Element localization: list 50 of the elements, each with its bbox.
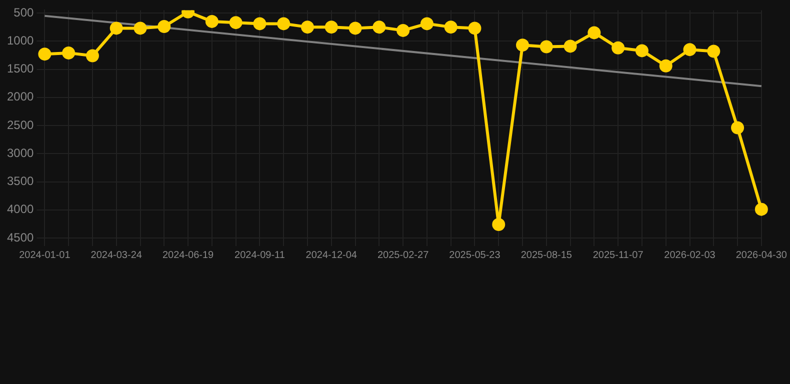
point <box>468 22 482 35</box>
point <box>564 40 577 53</box>
y-tick-label: 2500 <box>6 118 34 132</box>
y-tick-label: 2000 <box>6 90 34 104</box>
point <box>229 16 242 30</box>
y-tick-label: 4000 <box>6 202 34 216</box>
point <box>300 20 314 34</box>
point <box>612 41 625 54</box>
point <box>372 20 386 34</box>
point <box>324 20 338 34</box>
point <box>707 44 720 58</box>
point <box>444 20 458 34</box>
point <box>635 44 648 58</box>
x-tick-label: 2024-12-04 <box>306 250 358 261</box>
point <box>540 40 553 54</box>
y-tick-label: 3500 <box>6 174 34 188</box>
y-tick-label: 1500 <box>6 62 34 76</box>
x-tick-label: 2024-06-19 <box>162 250 214 261</box>
point <box>38 48 52 61</box>
y-tick-label: 3000 <box>6 146 34 160</box>
x-tick-label: 2025-11-07 <box>592 250 644 261</box>
x-tick-label: 2024-09-11 <box>234 250 286 261</box>
y-tick-label: 1000 <box>6 33 34 48</box>
point <box>396 24 410 37</box>
point <box>420 17 434 30</box>
point <box>277 17 290 30</box>
point <box>659 59 672 72</box>
point <box>158 20 171 34</box>
point <box>516 38 530 52</box>
point <box>110 22 123 35</box>
x-tick-label: 2026-02-03 <box>664 250 716 261</box>
x-tick-label: 2026-04-30 <box>736 250 788 261</box>
point <box>62 46 76 60</box>
point <box>588 26 601 40</box>
y-tick-label: 4500 <box>6 230 34 244</box>
point <box>205 14 218 28</box>
point <box>348 22 362 35</box>
x-tick-label: 2024-01-01 <box>19 250 71 261</box>
x-tick-label: 2025-02-27 <box>377 250 430 261</box>
point <box>683 43 696 56</box>
point <box>754 202 768 216</box>
point <box>731 121 744 134</box>
x-tick-label: 2024-03-24 <box>90 250 142 261</box>
point <box>253 17 266 30</box>
y-tick-label: 500 <box>14 5 34 20</box>
point <box>492 218 506 231</box>
point <box>134 22 147 35</box>
x-tick-label: 2025-05-23 <box>449 250 501 261</box>
point <box>86 49 99 62</box>
x-tick-label: 2025-08-15 <box>520 250 572 261</box>
